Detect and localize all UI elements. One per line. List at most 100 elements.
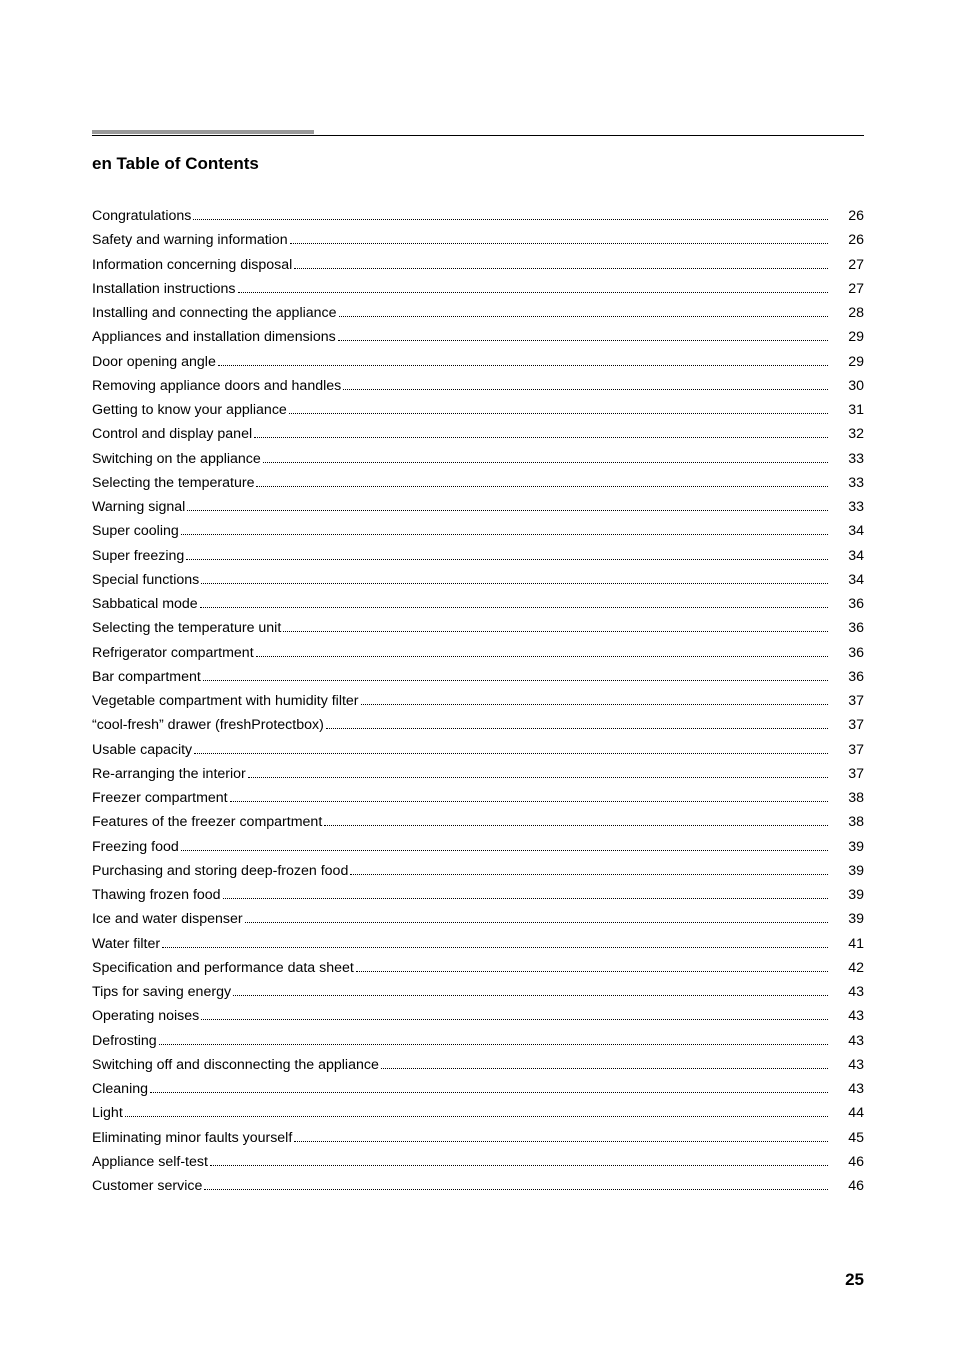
toc-entry: Getting to know your appliance 31 <box>92 398 864 422</box>
toc-title: en Table of Contents <box>92 154 864 174</box>
dot-leader <box>218 353 828 365</box>
toc-entry-label: Light <box>92 1101 123 1125</box>
dot-leader <box>193 208 828 220</box>
toc-entry-label: Operating noises <box>92 1004 199 1028</box>
toc-entry-label: Door opening angle <box>92 350 216 374</box>
dot-leader <box>150 1081 828 1093</box>
dot-leader <box>201 571 828 583</box>
toc-entry-label: “cool-fresh” drawer (freshProtectbox) <box>92 713 324 737</box>
toc-entry-page: 33 <box>832 447 864 471</box>
toc-entry-label: Information concerning disposal <box>92 253 292 277</box>
toc-entry: Super freezing 34 <box>92 544 864 568</box>
page-number: 25 <box>845 1270 864 1290</box>
top-rule-thin <box>92 135 864 136</box>
toc-entry-label: Cleaning <box>92 1077 148 1101</box>
dot-leader <box>125 1105 828 1117</box>
toc-entry: Specification and performance data sheet… <box>92 956 864 980</box>
toc-entry: Switching on the appliance 33 <box>92 447 864 471</box>
dot-leader <box>181 838 828 850</box>
dot-leader <box>230 790 828 802</box>
dot-leader <box>181 523 828 535</box>
toc-entry: Water filter41 <box>92 932 864 956</box>
toc-entry-label: Warning signal <box>92 495 185 519</box>
dot-leader <box>194 741 828 753</box>
toc-entry-page: 43 <box>832 980 864 1004</box>
toc-entry: Appliances and installation dimensions 2… <box>92 325 864 349</box>
toc-entry-label: Specification and performance data sheet <box>92 956 354 980</box>
dot-leader <box>283 620 828 632</box>
dot-leader <box>356 959 828 971</box>
dot-leader <box>201 1008 828 1020</box>
toc-entry-label: Re-arranging the interior <box>92 762 246 786</box>
toc-entry-label: Defrosting <box>92 1029 157 1053</box>
toc-entry-page: 46 <box>832 1150 864 1174</box>
toc-entry: Information concerning disposal27 <box>92 253 864 277</box>
dot-leader <box>200 596 828 608</box>
toc-entry: Refrigerator compartment 36 <box>92 641 864 665</box>
top-rule-thick <box>92 130 314 134</box>
toc-entry: Freezer compartment38 <box>92 786 864 810</box>
dot-leader <box>294 1129 828 1141</box>
toc-entry: Re-arranging the interior 37 <box>92 762 864 786</box>
toc-entry: Selecting the temperature unit 36 <box>92 616 864 640</box>
toc-entry: Switching off and disconnecting the appl… <box>92 1053 864 1077</box>
toc-entry: Operating noises43 <box>92 1004 864 1028</box>
toc-entry-label: Super cooling <box>92 519 179 543</box>
toc-list: Congratulations 26Safety and warning inf… <box>92 204 864 1198</box>
toc-entry-page: 43 <box>832 1053 864 1077</box>
toc-entry-page: 45 <box>832 1126 864 1150</box>
toc-entry-page: 33 <box>832 471 864 495</box>
dot-leader <box>343 377 828 389</box>
toc-entry-label: Control and display panel <box>92 422 252 446</box>
toc-entry-label: Refrigerator compartment <box>92 641 254 665</box>
toc-entry-page: 33 <box>832 495 864 519</box>
toc-entry-label: Vegetable compartment with humidity filt… <box>92 689 359 713</box>
toc-entry: Installing and connecting the appliance … <box>92 301 864 325</box>
toc-entry-label: Appliance self-test <box>92 1150 208 1174</box>
toc-entry-page: 37 <box>832 713 864 737</box>
toc-entry: Thawing frozen food39 <box>92 883 864 907</box>
toc-entry-page: 44 <box>832 1101 864 1125</box>
toc-entry-label: Selecting the temperature <box>92 471 254 495</box>
dot-leader <box>187 499 828 511</box>
dot-leader <box>338 329 828 341</box>
toc-entry-page: 41 <box>832 932 864 956</box>
toc-entry-label: Selecting the temperature unit <box>92 616 281 640</box>
toc-entry-label: Super freezing <box>92 544 184 568</box>
toc-entry-page: 27 <box>832 277 864 301</box>
toc-entry-page: 39 <box>832 835 864 859</box>
dot-leader <box>245 911 828 923</box>
dot-leader <box>223 887 828 899</box>
dot-leader <box>339 305 828 317</box>
toc-entry: Congratulations 26 <box>92 204 864 228</box>
toc-entry-label: Features of the freezer compartment <box>92 810 322 834</box>
toc-entry-label: Getting to know your appliance <box>92 398 287 422</box>
toc-entry-page: 39 <box>832 859 864 883</box>
toc-entry: Removing appliance doors and handles 30 <box>92 374 864 398</box>
toc-entry-page: 37 <box>832 689 864 713</box>
toc-entry-page: 37 <box>832 762 864 786</box>
toc-entry: Warning signal 33 <box>92 495 864 519</box>
toc-entry-label: Eliminating minor faults yourself <box>92 1126 292 1150</box>
toc-entry-page: 38 <box>832 786 864 810</box>
dot-leader <box>204 1178 828 1190</box>
dot-leader <box>186 547 828 559</box>
toc-entry: Freezing food 39 <box>92 835 864 859</box>
toc-entry: Ice and water dispenser39 <box>92 907 864 931</box>
toc-entry-page: 36 <box>832 665 864 689</box>
toc-entry-label: Installing and connecting the appliance <box>92 301 337 325</box>
toc-entry-page: 46 <box>832 1174 864 1198</box>
toc-entry: Eliminating minor faults yourself 45 <box>92 1126 864 1150</box>
toc-entry-label: Congratulations <box>92 204 191 228</box>
toc-entry-page: 34 <box>832 544 864 568</box>
toc-entry-page: 38 <box>832 810 864 834</box>
toc-entry-page: 26 <box>832 204 864 228</box>
toc-entry-label: Switching off and disconnecting the appl… <box>92 1053 379 1077</box>
toc-entry: Safety and warning information26 <box>92 228 864 252</box>
dot-leader <box>203 668 828 680</box>
toc-entry: Appliance self-test 46 <box>92 1150 864 1174</box>
toc-entry-page: 29 <box>832 325 864 349</box>
toc-entry: Defrosting 43 <box>92 1029 864 1053</box>
dot-leader <box>248 765 828 777</box>
toc-entry: Cleaning 43 <box>92 1077 864 1101</box>
